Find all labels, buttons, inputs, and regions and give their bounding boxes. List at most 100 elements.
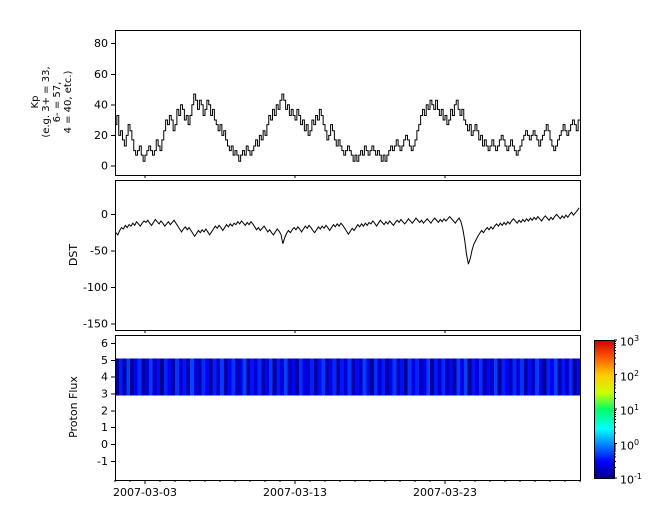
kp-axis-label-line: (e.g. 3+ = 33, bbox=[41, 66, 52, 138]
proton-flux-stripe bbox=[448, 358, 454, 396]
proton-flux-stripe bbox=[156, 358, 161, 396]
proton-flux-stripe bbox=[505, 358, 510, 396]
proton-flux-stripe bbox=[216, 358, 221, 396]
proton-flux-stripe bbox=[437, 358, 442, 396]
proton-flux-stripe bbox=[478, 358, 484, 396]
proton-flux-stripe bbox=[441, 358, 446, 396]
proton-flux-stripe bbox=[572, 358, 577, 396]
proton-flux-stripe bbox=[497, 358, 502, 396]
proton-flux-stripe bbox=[422, 358, 427, 396]
proton-flux-stripe bbox=[355, 358, 360, 396]
proton-flux-stripe bbox=[576, 358, 581, 396]
proton-flux-stripe bbox=[246, 358, 251, 396]
proton-flux-stripe bbox=[137, 358, 142, 396]
proton-flux-stripe bbox=[238, 358, 244, 396]
proton-flux-stripe bbox=[208, 358, 214, 396]
kp-series-line bbox=[115, 93, 580, 162]
proton-flux-stripe bbox=[272, 358, 277, 396]
proton-flux-stripe bbox=[553, 358, 559, 396]
proton-flux-stripe bbox=[501, 358, 506, 396]
proton-flux-stripe bbox=[347, 358, 352, 396]
proton-flux-stripe bbox=[400, 358, 405, 396]
proton-flux-stripe bbox=[133, 358, 139, 396]
proton-flux-stripe bbox=[490, 358, 495, 396]
colorbar-exponent: 1 bbox=[634, 403, 640, 412]
proton-flux-stripe bbox=[227, 358, 232, 396]
colorbar-base: 10 bbox=[620, 404, 634, 418]
proton-flux-stripe bbox=[340, 358, 345, 396]
proton-flux-stripe bbox=[328, 358, 334, 396]
proton-flux-stripe bbox=[257, 358, 262, 396]
proton-flux-stripe bbox=[148, 358, 154, 396]
x-tick-label: 2007-03-03 bbox=[113, 486, 177, 499]
proton-flux-stripe bbox=[197, 358, 202, 396]
proton-flux-stripe bbox=[163, 358, 169, 396]
colorbar-exponent: 0 bbox=[634, 438, 640, 447]
proton-flux-stripe bbox=[205, 358, 210, 396]
y-tick-label: -1 bbox=[97, 455, 108, 468]
y-tick-label: -150 bbox=[83, 318, 108, 331]
proton-flux-stripe bbox=[385, 358, 390, 396]
proton-flux-stripe bbox=[493, 358, 499, 396]
proton-flux-band bbox=[115, 358, 581, 396]
proton-flux-stripe bbox=[302, 358, 307, 396]
proton-flux-stripe bbox=[396, 358, 401, 396]
colorbar-tick-label: 10-1 bbox=[620, 470, 642, 488]
proton-flux-stripe bbox=[527, 358, 532, 396]
proton-flux-stripe bbox=[565, 358, 570, 396]
proton-flux-stripe bbox=[456, 358, 461, 396]
proton-flux-stripe bbox=[325, 358, 330, 396]
kp-axis-label-line: 6- = 57, bbox=[52, 81, 63, 123]
proton-flux-stripe bbox=[460, 358, 465, 396]
colorbar-exponent: 2 bbox=[634, 369, 640, 378]
proton-flux-stripe bbox=[193, 358, 199, 396]
proton-flux-stripe bbox=[381, 358, 386, 396]
proton-flux-stripe bbox=[535, 358, 540, 396]
proton-flux-stripe bbox=[201, 358, 206, 396]
dst-series-line bbox=[115, 207, 580, 265]
proton-flux-stripe bbox=[542, 358, 547, 396]
proton-flux-stripe bbox=[467, 358, 472, 396]
dst-axis-label: DST bbox=[67, 243, 80, 267]
proton-flux-stripe bbox=[508, 358, 514, 396]
proton-flux-stripe bbox=[190, 358, 195, 396]
proton-flux-stripe bbox=[291, 358, 296, 396]
proton-flux-stripe bbox=[557, 358, 562, 396]
proton-flux-stripe bbox=[482, 358, 487, 396]
proton-flux-stripe bbox=[523, 358, 529, 396]
proton-flux-stripe bbox=[261, 358, 266, 396]
y-tick-label: 0 bbox=[101, 208, 108, 221]
proton-flux-stripe bbox=[276, 358, 281, 396]
kp-panel-frame bbox=[115, 30, 581, 176]
colorbar-base: 10 bbox=[620, 473, 634, 487]
proton-flux-stripe bbox=[452, 358, 457, 396]
proton-flux-panel-frame bbox=[115, 335, 581, 481]
proton-flux-stripe bbox=[546, 358, 551, 396]
proton-flux-stripe bbox=[160, 358, 165, 396]
proton-flux-stripe bbox=[115, 358, 120, 396]
proton-flux-stripe bbox=[370, 358, 375, 396]
colorbar-tick-label: 101 bbox=[620, 401, 639, 419]
proton-flux-stripe bbox=[141, 358, 146, 396]
proton-flux-stripe bbox=[175, 358, 180, 396]
y-tick-label: 0 bbox=[101, 159, 108, 172]
x-tick-label: 2007-03-23 bbox=[413, 486, 477, 499]
proton-flux-stripe bbox=[186, 358, 191, 396]
y-tick-label: -100 bbox=[83, 281, 108, 294]
y-tick-label: 0 bbox=[101, 438, 108, 451]
proton-flux-stripe bbox=[531, 358, 536, 396]
proton-flux-stripe bbox=[332, 358, 337, 396]
y-tick-label: 4 bbox=[101, 371, 108, 384]
proton-flux-stripe bbox=[411, 358, 416, 396]
colorbar-tick-label: 103 bbox=[620, 332, 639, 350]
proton-flux-stripe bbox=[242, 358, 247, 396]
proton-flux-stripe bbox=[268, 358, 274, 396]
y-tick-label: 2 bbox=[101, 404, 108, 417]
proton-flux-stripe bbox=[392, 358, 397, 396]
proton-flux-stripe bbox=[415, 358, 420, 396]
y-tick-label: 80 bbox=[94, 37, 108, 50]
colorbar-base: 10 bbox=[620, 439, 634, 453]
proton-flux-stripe bbox=[362, 358, 367, 396]
proton-flux-stripe bbox=[220, 358, 225, 396]
